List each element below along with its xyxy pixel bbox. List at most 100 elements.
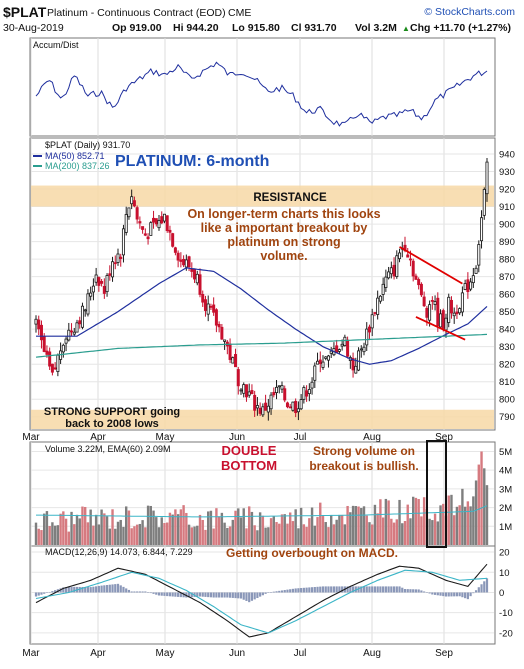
volume-bar [291,521,295,545]
volume-bar [371,524,374,545]
volume-bar [152,510,155,545]
source-credit: © StockCharts.com [424,6,515,18]
candle-body [480,217,484,242]
x-tick-label: Aug [363,432,381,443]
volume-bar [335,519,338,545]
macd-histogram-bar [34,592,38,597]
macd-histogram-bar [48,591,51,593]
macd-histogram-bar [351,586,355,593]
macd-histogram-bar [177,592,180,597]
volume-bar [321,516,325,545]
macd-histogram-bar [338,586,341,593]
macd-histogram-bar [384,586,387,593]
volume-bar [185,512,188,545]
resistance-label: RESISTANCE [253,192,327,204]
macd-histogram-bar [414,589,418,593]
volume-bar [103,513,106,545]
volume-bar [387,500,390,545]
price-tick-label: 940 [499,150,515,161]
candle-body [89,292,93,297]
volume-bar [116,521,120,545]
macd-tick-label: 10 [499,568,510,579]
macd-histogram-bar [300,588,303,593]
macd-histogram-bar [81,586,84,593]
price-tick-label: 900 [499,220,515,231]
macd-tick-label: 20 [499,548,510,559]
volume-bar [414,497,418,545]
macd-histogram-bar [423,591,426,593]
candle-body [37,319,41,330]
volume-bar [384,498,388,545]
chart-header: $PLAT Platinum - Continuous Contract (EO… [3,4,515,34]
price-tick-label: 830 [499,342,515,353]
volume-bar [351,505,355,545]
macd-histogram-bar [250,592,254,601]
candle-body [83,309,87,312]
macd-histogram-bar [201,592,204,597]
macd-histogram-bar [212,592,215,598]
volume-bar [278,523,281,545]
volume-bar [310,507,314,545]
volume-bar [155,517,158,545]
volume-bar [368,522,371,545]
macd-histogram-bar [466,592,469,600]
macd-tick-label: -20 [499,628,513,639]
candle-body [86,293,90,315]
volume-bar [92,525,95,545]
macd-histogram-bar [302,587,305,593]
volume-bar [472,496,475,545]
macd-histogram-bar [321,586,325,593]
volume-bar [215,508,218,545]
macd-histogram-bar [453,592,456,597]
candle-body [247,391,251,396]
macd-histogram-bar [469,592,472,597]
volume-bar [78,518,81,545]
candle-body [288,406,292,409]
macd-histogram-bar [450,592,453,597]
candle-body [253,394,257,411]
macd-histogram-bar [447,592,450,597]
accum-dist-path [35,61,488,127]
volume-note: Strong volume on breakout is bullish. [309,444,418,473]
volume-bar [43,513,46,545]
candle-body [447,296,451,323]
candle-body [182,258,186,266]
macd-histogram-bar [146,592,150,593]
macd-histogram-bar [428,592,431,594]
macd-histogram-bar [264,592,267,594]
volume-bar [149,505,152,545]
macd-histogram-bar [114,584,117,593]
candle-body [280,385,284,390]
volume-bar [422,497,426,545]
volume-bar [390,518,393,545]
exchange: CME [228,7,251,19]
x-tick-label: Jun [229,648,245,659]
open: Op 919.00 [112,22,162,34]
candle-body [111,261,115,278]
candle-body [285,402,289,408]
volume-bar [127,510,131,545]
double-bottom-label: DOUBLE BOTTOM [221,443,277,473]
volume-bar [392,522,396,545]
macd-histogram-bar [239,592,243,599]
volume-bar [86,522,90,545]
macd-histogram-bar [187,592,191,598]
candle-body [419,283,423,296]
candle-body [190,268,194,272]
wedge-upper-line [399,246,463,285]
candle-body [395,255,399,278]
candle-body [130,196,134,205]
macd-histogram-bar [332,586,336,593]
volume-bar [332,524,336,545]
volume-bar [163,522,166,545]
candle-body [318,359,322,364]
candle-body [340,343,344,347]
candle-body [384,276,388,288]
macd-histogram-bar [86,587,90,593]
macd-histogram-bar [152,592,155,594]
candle-body [176,252,180,261]
macd-histogram-bar [138,591,141,593]
volume-bar [305,526,308,545]
macd-histogram-bar [458,592,461,597]
candle-body [460,292,464,313]
